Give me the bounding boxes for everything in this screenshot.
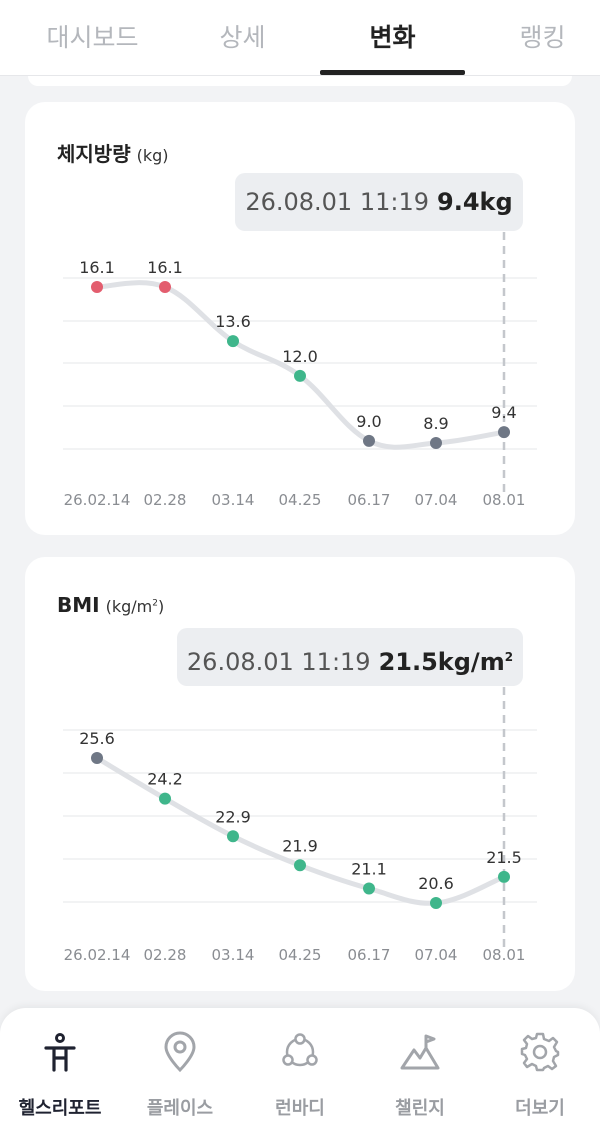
body-fat-chart-card: 체지방량 (kg) 26.08.01 11:19 9.4kg 16.1 26.02.1… <box>25 102 575 535</box>
nav-label: 더보기 <box>515 1098 565 1119</box>
data-label: 22.9 <box>215 807 251 826</box>
bottom-navigation: 헬스리포트 플레이스 런바디 챌린지 더보기 <box>0 1008 600 1137</box>
data-label: 20.6 <box>418 874 454 893</box>
x-tick-label: 03.14 <box>212 491 255 509</box>
mountain-flag-icon <box>400 1034 440 1070</box>
data-point[interactable] <box>91 281 103 293</box>
x-tick-label: 26.02.14 <box>64 491 131 509</box>
tooltip-value: 9.4kg <box>437 188 513 216</box>
gear-icon <box>520 1032 560 1072</box>
card-title-text: BMI <box>57 593 100 617</box>
previous-card-edge <box>28 76 572 86</box>
data-point[interactable] <box>227 335 239 348</box>
tab-detail[interactable]: 상세 <box>219 23 266 52</box>
tab-change[interactable]: 변화 <box>369 23 416 52</box>
data-label: 12.0 <box>282 347 318 366</box>
card-title-text: 체지방량 <box>57 142 131 166</box>
card-title: BMI (kg/m2) <box>57 593 164 617</box>
person-icon <box>44 1033 76 1072</box>
card-title: 체지방량 (kg) <box>57 138 169 167</box>
nav-label: 챌린지 <box>395 1098 445 1119</box>
x-tick-label: 08.01 <box>483 946 526 964</box>
nav-label: 플레이스 <box>146 1098 214 1119</box>
x-tick-label: 07.04 <box>415 946 458 964</box>
data-label: 9.4 <box>491 403 516 422</box>
data-point[interactable] <box>227 830 239 843</box>
nav-label: 헬스리포트 <box>18 1098 102 1119</box>
bmi-chart-card: BMI (kg/m2) 26.08.01 11:19 21.5kg/m2 25.6 2… <box>25 557 575 991</box>
x-tick-label: 06.17 <box>348 946 391 964</box>
nav-runbody[interactable]: 런바디 <box>240 1030 360 1130</box>
selected-point-tooltip: 26.08.01 11:19 21.5kg/m2 <box>177 628 523 686</box>
data-point[interactable] <box>430 437 442 449</box>
tooltip-datetime: 26.08.01 11:19 <box>245 188 429 216</box>
nav-more[interactable]: 더보기 <box>480 1030 600 1130</box>
data-point[interactable] <box>498 870 510 883</box>
data-label: 16.1 <box>147 258 183 277</box>
data-label: 21.1 <box>351 860 387 879</box>
data-point[interactable] <box>91 752 103 764</box>
location-pin-icon <box>164 1031 196 1073</box>
data-point[interactable] <box>294 859 306 872</box>
x-tick-label: 02.28 <box>144 491 187 509</box>
x-tick-label: 06.17 <box>348 491 391 509</box>
data-label: 13.6 <box>215 312 251 331</box>
x-tick-label: 08.01 <box>483 491 526 509</box>
tooltip-value: 21.5kg/m2 <box>378 648 514 676</box>
data-label: 25.6 <box>79 729 115 748</box>
x-tick-label: 03.14 <box>212 946 255 964</box>
data-point[interactable] <box>159 281 171 293</box>
nav-challenge[interactable]: 챌린지 <box>360 1030 480 1130</box>
active-tab-indicator <box>320 70 465 75</box>
data-label: 8.9 <box>423 414 448 433</box>
selected-point-tooltip: 26.08.01 11:19 9.4kg <box>235 173 523 231</box>
people-network-icon <box>282 1033 318 1067</box>
x-tick-label: 26.02.14 <box>64 946 131 964</box>
data-label: 24.2 <box>147 770 183 789</box>
data-label: 21.5 <box>486 848 522 867</box>
card-title-unit: (kg/m2) <box>105 597 165 616</box>
data-label: 9.0 <box>356 412 381 431</box>
x-tick-label: 04.25 <box>279 491 322 509</box>
data-point[interactable] <box>363 882 375 895</box>
card-title-unit: (kg) <box>136 146 169 165</box>
tab-dashboard[interactable]: 대시보드 <box>46 23 139 52</box>
tab-ranking[interactable]: 랭킹 <box>519 23 566 52</box>
x-tick-label: 07.04 <box>415 491 458 509</box>
top-tab-bar: 대시보드 상세 변화 랭킹 <box>0 0 600 76</box>
data-point[interactable] <box>159 792 171 805</box>
tooltip-datetime: 26.08.01 11:19 <box>186 648 371 676</box>
data-point[interactable] <box>363 434 375 447</box>
data-point[interactable] <box>498 426 510 439</box>
x-tick-label: 02.28 <box>144 946 187 964</box>
data-label: 21.9 <box>282 836 318 855</box>
data-label: 16.1 <box>79 258 115 277</box>
data-point[interactable] <box>430 897 442 909</box>
data-point[interactable] <box>294 369 306 382</box>
x-tick-label: 04.25 <box>279 946 322 964</box>
nav-place[interactable]: 플레이스 <box>120 1030 240 1130</box>
nav-label: 런바디 <box>275 1098 325 1119</box>
body-fat-line-chart[interactable]: 16.1 26.02.14 16.1 02.28 13.6 03.14 12.0 04.25 9… <box>25 102 575 535</box>
nav-health-report[interactable]: 헬스리포트 <box>0 1030 120 1130</box>
bmi-line-chart[interactable]: 25.6 26.02.14 24.2 02.28 22.9 03.14 21.9 04.25 2… <box>25 557 575 991</box>
